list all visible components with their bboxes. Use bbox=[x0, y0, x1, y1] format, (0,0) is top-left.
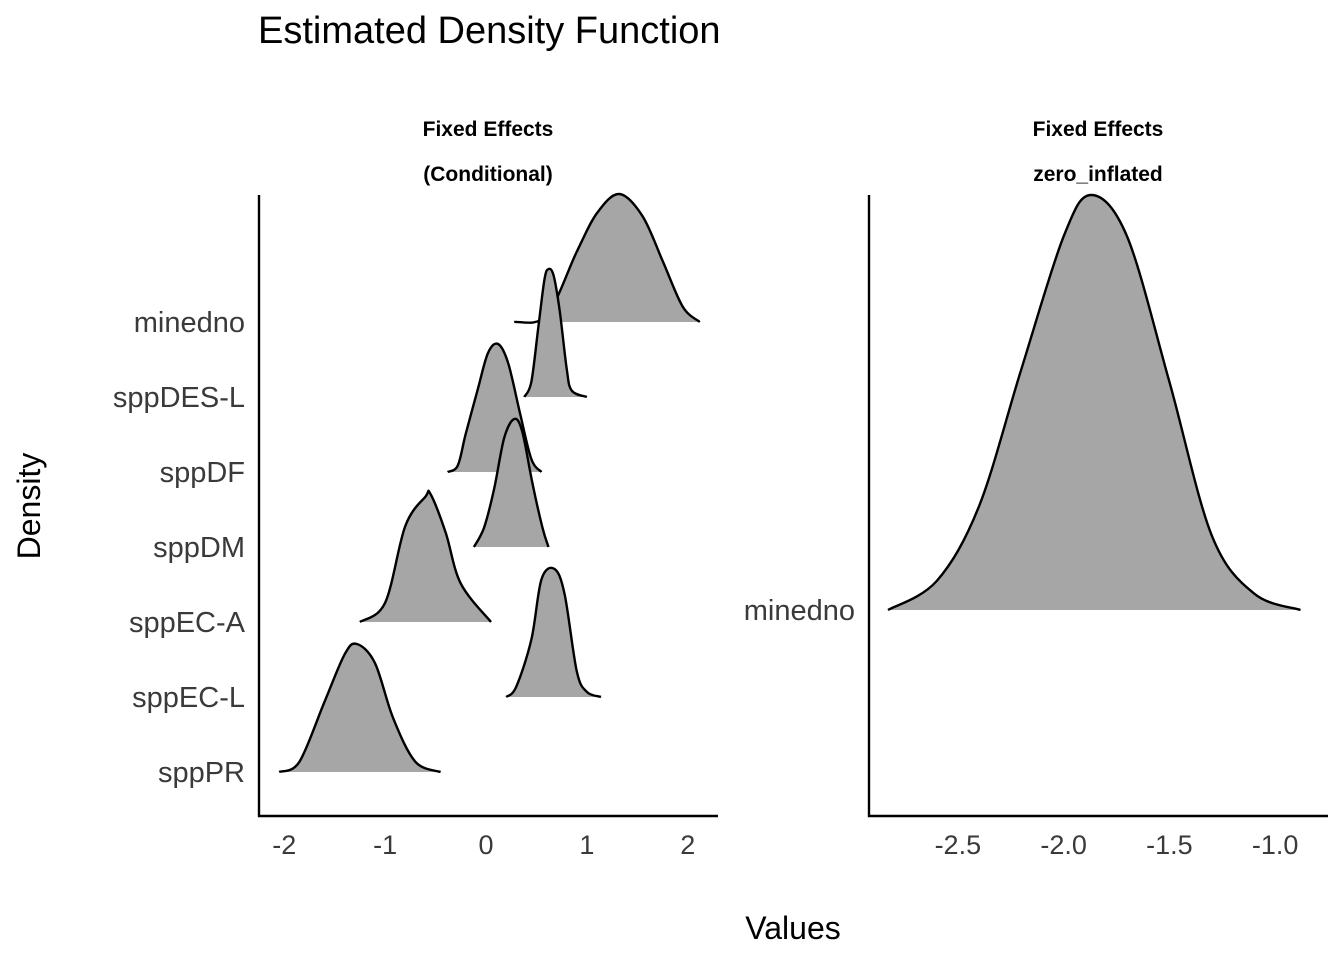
ridge-outline-sppec-a bbox=[359, 489, 492, 624]
x-tick-label: -1 bbox=[373, 830, 397, 860]
x-tick-label: -2.5 bbox=[935, 830, 982, 860]
x-tick-labels: -2 -1 0 1 2 bbox=[272, 830, 695, 860]
ridge-fill-sppec-a bbox=[359, 490, 491, 622]
x-tick-label: -1.0 bbox=[1252, 830, 1299, 860]
ridge-outline-sppec-l bbox=[505, 566, 602, 699]
x-tick-labels: -2.5 -2.0 -1.5 -1.0 bbox=[935, 830, 1299, 860]
ridge-outline-spppr bbox=[278, 642, 442, 774]
chart-title: Estimated Density Function bbox=[258, 10, 721, 52]
x-tick-label: 2 bbox=[680, 830, 695, 860]
panel-conditional: Fixed Effects (Conditional) minedno sppDE… bbox=[113, 118, 718, 860]
ridge-fill-minedno bbox=[888, 195, 1301, 610]
ridge-outline-sppdes-l bbox=[523, 267, 588, 399]
y-category-labels: minedno bbox=[744, 595, 855, 627]
y-label-sppdf: sppDF bbox=[160, 457, 245, 489]
x-axis-title: Values bbox=[745, 910, 840, 946]
y-axis-title: Density bbox=[11, 453, 47, 560]
ridge-outline-sppdm bbox=[472, 417, 550, 548]
ridges-conditional bbox=[278, 192, 701, 774]
y-label-sppdes-l: sppDES-L bbox=[113, 382, 245, 414]
x-tick-label: -2 bbox=[272, 830, 296, 860]
x-tick-label: 1 bbox=[579, 830, 594, 860]
ridge-fill-sppdes-l bbox=[524, 268, 587, 397]
ridge-outline-minedno bbox=[887, 193, 1301, 612]
ridge-fill-sppdm bbox=[473, 418, 549, 547]
x-tick-label: -1.5 bbox=[1146, 830, 1193, 860]
axis-lines bbox=[257, 195, 718, 818]
y-label-minedno: minedno bbox=[134, 307, 245, 339]
strip-label-line2: zero_inflated bbox=[1033, 163, 1163, 186]
ridge-fill-spppr bbox=[279, 643, 441, 772]
y-label-sppec-a: sppEC-A bbox=[129, 607, 246, 639]
strip-label-line2: (Conditional) bbox=[423, 163, 552, 186]
strip-label-line1: Fixed Effects bbox=[423, 118, 554, 141]
axis-lines bbox=[867, 195, 1328, 818]
y-label-sppec-l: sppEC-L bbox=[132, 682, 245, 714]
ridges-zero-inflated bbox=[887, 193, 1301, 612]
y-label-minedno: minedno bbox=[744, 595, 855, 627]
x-tick-label: -2.0 bbox=[1040, 830, 1087, 860]
y-category-labels: minedno sppDES-L sppDF sppDM sppEC-A sppEC-L s… bbox=[113, 307, 246, 789]
panel-zero-inflated: Fixed Effects zero_inflated minedno -2.5… bbox=[744, 118, 1328, 860]
y-label-spppr: sppPR bbox=[158, 757, 245, 789]
ridge-outline-sppdf bbox=[446, 342, 543, 474]
ridge-fill-sppec-l bbox=[506, 567, 601, 697]
y-label-sppdm: sppDM bbox=[153, 532, 245, 564]
x-tick-label: 0 bbox=[478, 830, 493, 860]
strip-label-line1: Fixed Effects bbox=[1033, 118, 1164, 141]
